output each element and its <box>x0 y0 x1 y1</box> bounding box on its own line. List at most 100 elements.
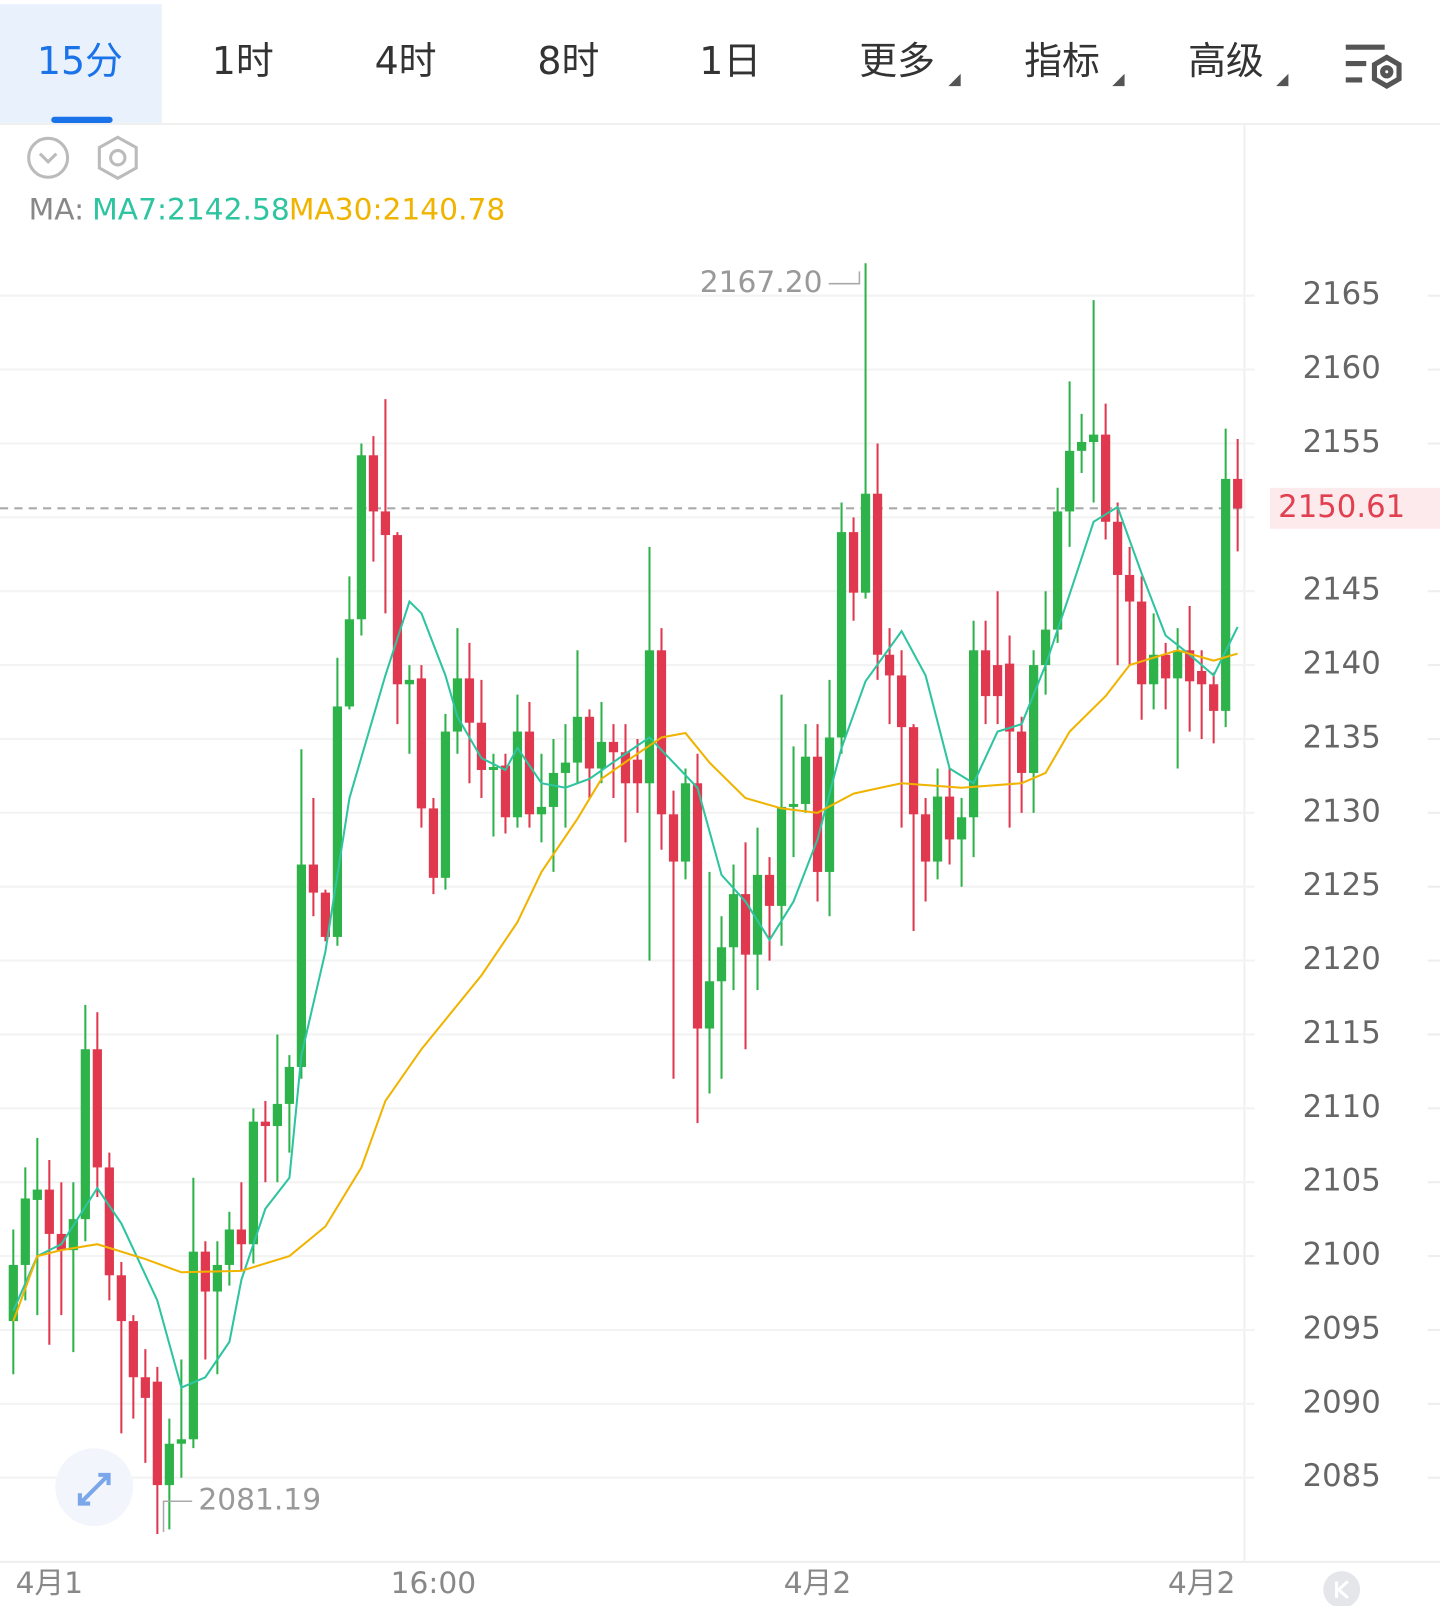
candle-body <box>476 722 487 770</box>
candle-body <box>644 650 655 784</box>
candle-body <box>236 1229 246 1245</box>
candle-body <box>800 756 811 804</box>
candle-body <box>812 756 823 872</box>
candle-body <box>488 767 499 770</box>
y-tick-label: 2145 <box>1303 572 1381 608</box>
candle-body <box>668 814 679 862</box>
candle-body <box>272 1103 282 1127</box>
tab[interactable]: 15分 <box>37 39 123 83</box>
last-price-label: 2150.61 <box>1278 489 1405 525</box>
candle-body <box>140 1377 150 1398</box>
y-tick-label: 2090 <box>1303 1384 1381 1420</box>
candle-body <box>1040 629 1051 666</box>
candle-body <box>752 874 763 955</box>
tab[interactable]: 1时 <box>212 39 274 83</box>
candle-body <box>584 716 595 769</box>
tab[interactable]: 1日 <box>699 39 761 83</box>
candle-body <box>536 806 547 815</box>
candle-body <box>1077 441 1087 451</box>
candle-body <box>20 1198 30 1265</box>
candle-body <box>1173 650 1183 679</box>
candle-body <box>1101 434 1111 522</box>
candle-body <box>296 864 307 1067</box>
candle-body <box>44 1189 54 1234</box>
candle-body <box>680 783 691 862</box>
candle-body <box>788 803 799 807</box>
candle-body <box>332 706 343 937</box>
y-tick-label: 2120 <box>1303 941 1381 977</box>
tab[interactable]: 更多 <box>859 39 935 83</box>
y-tick-label: 2095 <box>1303 1310 1381 1346</box>
last-price-bg <box>1269 487 1440 529</box>
tab[interactable]: 8时 <box>537 39 599 83</box>
candle-body <box>80 1049 90 1220</box>
grid: 2085 2090 2095 2100 2105 2110 2115 2120 2125 2130… <box>0 276 1440 1601</box>
candle-body <box>692 783 703 1029</box>
chevron <box>38 152 58 165</box>
collapse-button[interactable] <box>27 136 70 179</box>
candle-body <box>992 665 1003 697</box>
candle-body <box>440 731 451 878</box>
settings-icon[interactable] <box>1345 44 1402 90</box>
tab[interactable]: 4时 <box>375 39 437 83</box>
settings-button[interactable] <box>97 135 138 181</box>
candle-body <box>392 535 403 685</box>
expand-button[interactable] <box>55 1448 134 1527</box>
candle-body <box>188 1251 198 1440</box>
candle-body <box>776 806 787 906</box>
candle-body <box>836 532 847 738</box>
x-tick-label: 4月2 <box>1168 1566 1235 1601</box>
candle-body <box>176 1439 186 1444</box>
y-tick-label: 2160 <box>1303 350 1381 386</box>
tab[interactable]: 指标 <box>1024 39 1100 83</box>
ma-line <box>12 505 1239 1390</box>
candle-body <box>1209 684 1219 711</box>
candle-body <box>620 752 631 784</box>
candle-body <box>764 874 775 906</box>
x-tick-label: 4月2 <box>784 1566 851 1601</box>
candle-body <box>68 1219 78 1251</box>
candle-body <box>872 493 883 655</box>
active-tab-bg <box>0 4 162 123</box>
candle-body <box>320 892 331 937</box>
tab[interactable]: 高级 <box>1188 39 1264 83</box>
y-tick-label: 2100 <box>1303 1237 1381 1273</box>
candle-body <box>308 864 319 893</box>
candle-body <box>1016 731 1027 773</box>
candle-body <box>1221 478 1231 711</box>
candle-body <box>116 1275 126 1322</box>
y-tick-label: 2125 <box>1303 867 1381 903</box>
x-tick-label: 16:00 <box>391 1566 477 1601</box>
candle-body <box>944 796 955 840</box>
candle-body <box>524 731 535 815</box>
candle-body <box>464 678 475 723</box>
min-annotation: 2081.19 <box>198 1483 321 1518</box>
candle-body <box>824 737 835 872</box>
dropdown-arrow <box>1276 73 1289 87</box>
candle-body <box>1149 654 1159 685</box>
candle-body <box>92 1049 102 1168</box>
kline-button[interactable] <box>1323 1571 1361 1606</box>
candle-body <box>896 675 907 728</box>
candle-body <box>32 1189 42 1200</box>
candle-body <box>704 981 715 1029</box>
x-tick-label: 4月1 <box>16 1566 83 1601</box>
candle-body <box>716 947 727 982</box>
max-annotation: 2167.20 <box>700 265 823 300</box>
candle-body <box>1197 670 1207 685</box>
ma30-legend: MA30:2140.78 <box>289 193 505 228</box>
candle-body <box>128 1321 138 1378</box>
y-tick-label: 2135 <box>1303 719 1381 755</box>
annotation-connector <box>828 271 861 285</box>
candle-body <box>344 619 355 707</box>
chart-tools <box>27 135 138 181</box>
y-tick-label: 2115 <box>1303 1015 1381 1051</box>
y-tick-label: 2140 <box>1303 646 1381 682</box>
candle-body <box>884 654 895 676</box>
candle-body <box>56 1233 66 1251</box>
candle-body <box>968 650 979 818</box>
candle-body <box>980 650 991 697</box>
y-tick-label: 2110 <box>1303 1089 1381 1125</box>
candle-body <box>1089 434 1099 442</box>
